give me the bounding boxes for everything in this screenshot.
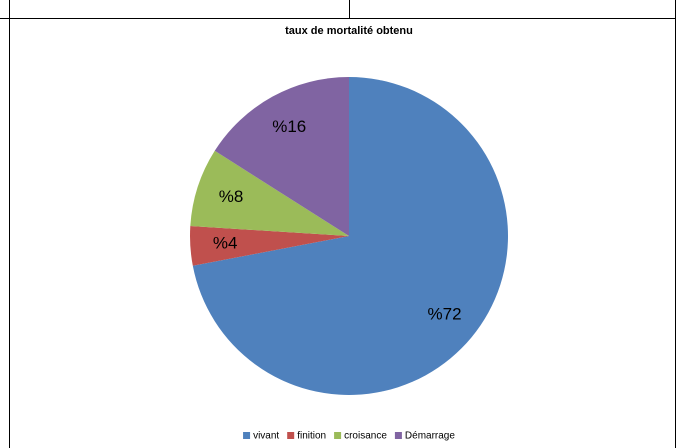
data-label: %8 xyxy=(219,187,244,206)
legend-swatch xyxy=(394,432,402,439)
legend-label: croisance xyxy=(344,431,387,442)
chart-title: taux de mortalité obtenu xyxy=(285,25,413,37)
data-label: %4 xyxy=(213,233,238,252)
legend-label: finition xyxy=(297,431,326,442)
pie-slice xyxy=(214,77,349,236)
pie-slice xyxy=(192,77,508,395)
pie-slice xyxy=(190,226,349,266)
legend-swatch xyxy=(287,432,295,439)
legend-swatch xyxy=(243,432,251,439)
pie-slice xyxy=(190,150,349,236)
legend-label: vivant xyxy=(253,431,279,442)
legend-label: Démarrage xyxy=(405,431,455,442)
legend-swatch xyxy=(334,432,342,439)
data-label: %72 xyxy=(428,305,462,324)
data-label: %16 xyxy=(272,117,306,136)
